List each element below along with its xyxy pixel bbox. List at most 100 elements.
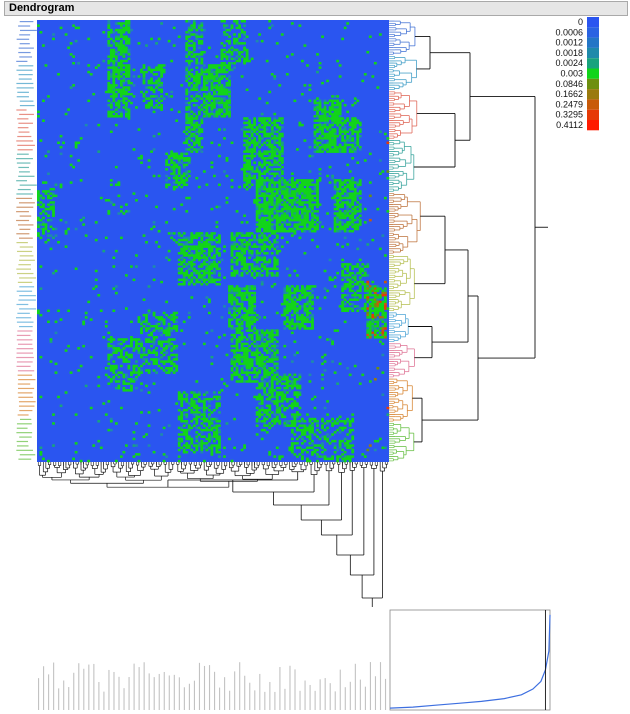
heatmap-cell: [356, 181, 360, 184]
heatmap-cell: [243, 358, 246, 361]
heatmap-cell: [225, 384, 229, 388]
heatmap-cell: [228, 103, 231, 107]
heatmap-cell: [328, 110, 332, 114]
heatmap-cell: [275, 234, 279, 237]
heatmap-cell: [298, 324, 302, 328]
heatmap-cell: [190, 73, 194, 76]
heatmap-cell: [295, 179, 299, 182]
heatmap-cell: [202, 305, 206, 308]
heatmap-cell: [288, 305, 292, 308]
heatmap-cell: [383, 298, 387, 301]
heatmap-cell: [368, 320, 372, 324]
heatmap-cell: [306, 218, 309, 222]
heatmap-cell: [258, 145, 262, 149]
heatmap-cell: [351, 212, 355, 215]
heatmap-cell: [295, 194, 299, 198]
heatmap-cell: [295, 196, 299, 200]
heatmap-cell: [207, 252, 211, 255]
heatmap-cell: [218, 420, 221, 423]
heatmap-cell: [167, 360, 171, 363]
heatmap-cell: [200, 33, 204, 36]
heatmap-cell: [318, 141, 322, 145]
heatmap-cell: [215, 428, 219, 432]
heatmap-cell: [225, 28, 229, 32]
heatmap-cell: [273, 267, 277, 271]
heatmap-cell: [243, 298, 246, 301]
heatmap-cell: [358, 207, 362, 211]
heatmap-cell: [328, 117, 332, 120]
heatmap-cell: [82, 322, 86, 326]
heatmap-cell: [150, 103, 153, 107]
heatmap-cell: [273, 168, 277, 171]
heatmap-cell: [180, 243, 184, 246]
heatmap-cell: [328, 150, 332, 153]
heatmap-cell: [255, 126, 259, 129]
heatmap-cell: [250, 338, 254, 341]
heatmap-cell: [258, 190, 262, 193]
heatmap-cell: [275, 227, 279, 231]
heatmap-cell: [109, 44, 113, 47]
heatmap-cell: [313, 395, 317, 399]
heatmap-cell: [54, 269, 58, 273]
heatmap-cell: [268, 397, 272, 401]
heatmap-cell: [306, 196, 309, 200]
heatmap-cell: [132, 371, 136, 374]
heatmap-cell: [213, 79, 216, 83]
heatmap-cell: [343, 298, 347, 301]
heatmap-cell: [243, 165, 246, 169]
heatmap-cell: [205, 296, 209, 299]
heatmap-cell: [79, 364, 83, 368]
heatmap-cell: [127, 22, 131, 25]
heatmap-cell: [185, 108, 189, 111]
heatmap-cell: [187, 137, 191, 140]
heatmap-cell: [200, 70, 204, 74]
heatmap-cell: [207, 115, 211, 118]
heatmap-cell: [69, 163, 73, 167]
heatmap-cell: [268, 258, 272, 262]
heatmap[interactable]: [37, 20, 390, 463]
heatmap-cell: [333, 199, 337, 202]
heatmap-cell: [245, 141, 249, 145]
heatmap-cell: [275, 331, 279, 335]
heatmap-cell: [263, 225, 267, 229]
heatmap-cell: [142, 73, 146, 76]
heatmap-cell: [52, 201, 55, 204]
heatmap-cell: [235, 349, 239, 352]
heatmap-cell: [248, 232, 252, 235]
report-title-bar[interactable]: Dendrogram: [4, 1, 628, 16]
heatmap-cell: [127, 70, 131, 74]
heatmap-cell: [160, 366, 164, 370]
heatmap-cell: [233, 61, 236, 65]
heatmap-cell: [157, 408, 161, 412]
heatmap-cell: [195, 130, 199, 134]
heatmap-cell: [321, 117, 324, 120]
heatmap-cell: [122, 347, 126, 350]
heatmap-cell: [301, 227, 304, 231]
heatmap-cell: [376, 285, 380, 288]
heatmap-cell: [378, 130, 382, 134]
heatmap-cell: [293, 378, 297, 381]
heatmap-cell: [371, 287, 375, 290]
heatmap-cell: [346, 192, 350, 195]
heatmap-cell: [245, 309, 249, 313]
heatmap-cell: [104, 324, 108, 328]
heatmap-cell: [280, 218, 284, 222]
heatmap-cell: [288, 223, 292, 226]
heatmap-cell: [112, 92, 116, 96]
heatmap-cell: [185, 90, 189, 94]
heatmap-cell: [248, 241, 252, 244]
heatmap-cell: [49, 234, 53, 237]
heatmap-cell: [187, 254, 191, 257]
heatmap-cell: [265, 152, 269, 156]
heatmap-cell: [195, 79, 199, 83]
heatmap-cell: [213, 258, 216, 262]
heatmap-cell: [386, 307, 390, 310]
heatmap-cell: [135, 199, 138, 202]
heatmap-cell: [152, 358, 156, 361]
heatmap-cell: [195, 280, 199, 284]
heatmap-cell: [328, 139, 332, 142]
heatmap-cell: [64, 232, 68, 235]
heatmap-cell: [190, 68, 194, 72]
heatmap-cell: [351, 121, 355, 125]
heatmap-cell: [248, 234, 252, 237]
